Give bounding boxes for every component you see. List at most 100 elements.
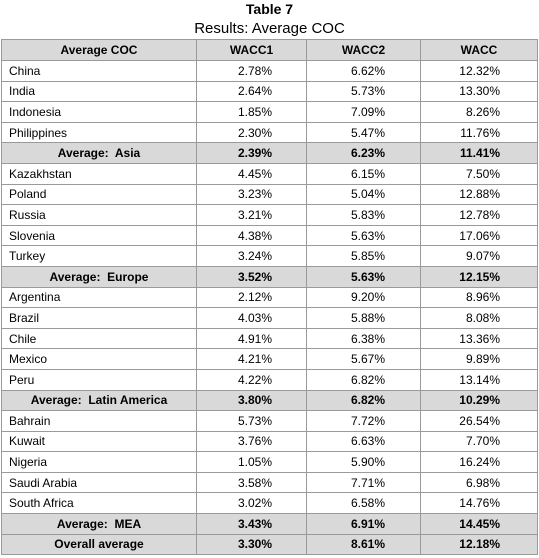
summary-row: Average: MEA 3.43% 6.91% 14.45% bbox=[1, 513, 538, 535]
data-row: Brazil 4.03% 5.88% 8.08% bbox=[1, 307, 538, 329]
row-label: Average: Europe bbox=[1, 265, 197, 288]
value-cell: 3.43% bbox=[196, 513, 307, 535]
value-cell: 5.04% bbox=[306, 183, 421, 206]
row-label: Kazakhstan bbox=[1, 162, 197, 185]
value-cell: 6.62% bbox=[306, 60, 421, 82]
value-cell: 13.36% bbox=[420, 327, 538, 350]
value-cell: 7.70% bbox=[420, 430, 538, 453]
data-row: India 2.64% 5.73% 13.30% bbox=[1, 80, 538, 103]
value-cell: 4.38% bbox=[196, 224, 307, 247]
value-cell: 3.23% bbox=[196, 183, 307, 206]
value-cell: 8.26% bbox=[420, 101, 538, 123]
value-cell: 6.91% bbox=[306, 513, 421, 535]
header-cell: WACC2 bbox=[306, 39, 421, 61]
value-cell: 3.21% bbox=[196, 204, 307, 226]
value-cell: 2.64% bbox=[196, 80, 307, 103]
value-cell: 12.88% bbox=[420, 183, 538, 206]
row-label: China bbox=[1, 60, 197, 82]
value-cell: 3.30% bbox=[196, 533, 307, 556]
value-cell: 17.06% bbox=[420, 224, 538, 247]
data-row: China 2.78% 6.62% 12.32% bbox=[1, 60, 538, 82]
value-cell: 7.50% bbox=[420, 162, 538, 185]
value-cell: 4.21% bbox=[196, 348, 307, 370]
row-label: Average: MEA bbox=[1, 513, 197, 535]
value-cell: 11.41% bbox=[420, 142, 538, 164]
value-cell: 5.90% bbox=[306, 451, 421, 473]
row-label: Poland bbox=[1, 183, 197, 206]
data-row: South Africa 3.02% 6.58% 14.76% bbox=[1, 492, 538, 515]
value-cell: 16.24% bbox=[420, 451, 538, 473]
row-label: India bbox=[1, 80, 197, 103]
value-cell: 8.61% bbox=[306, 533, 421, 556]
data-row: Argentina 2.12% 9.20% 8.96% bbox=[1, 286, 538, 309]
table-title: Table 7 bbox=[245, 1, 294, 17]
data-row: Nigeria 1.05% 5.90% 16.24% bbox=[1, 451, 538, 473]
value-cell: 12.32% bbox=[420, 60, 538, 82]
value-cell: 6.98% bbox=[420, 471, 538, 494]
value-cell: 3.58% bbox=[196, 471, 307, 494]
row-label: Nigeria bbox=[1, 451, 197, 473]
value-cell: 14.45% bbox=[420, 513, 538, 535]
row-label: Russia bbox=[1, 204, 197, 226]
header-cell: Average COC bbox=[1, 39, 197, 61]
row-label: Argentina bbox=[1, 286, 197, 309]
row-label: Peru bbox=[1, 368, 197, 391]
value-cell: 12.15% bbox=[420, 265, 538, 288]
value-cell: 12.78% bbox=[420, 204, 538, 226]
value-cell: 7.72% bbox=[306, 410, 421, 432]
summary-row: Average: Latin America 3.80% 6.82% 10.29% bbox=[1, 389, 538, 412]
value-cell: 5.88% bbox=[306, 307, 421, 329]
value-cell: 4.22% bbox=[196, 368, 307, 391]
summary-row: Overall average 3.30% 8.61% 12.18% bbox=[1, 533, 538, 556]
value-cell: 26.54% bbox=[420, 410, 538, 432]
row-label: Overall average bbox=[1, 533, 197, 556]
value-cell: 6.82% bbox=[306, 368, 421, 391]
row-label: Average: Asia bbox=[1, 142, 197, 164]
data-row: Mexico 4.21% 5.67% 9.89% bbox=[1, 348, 538, 370]
value-cell: 5.83% bbox=[306, 204, 421, 226]
value-cell: 3.76% bbox=[196, 430, 307, 453]
summary-row: Average: Asia 2.39% 6.23% 11.41% bbox=[1, 142, 538, 164]
value-cell: 6.63% bbox=[306, 430, 421, 453]
value-cell: 6.15% bbox=[306, 162, 421, 185]
value-cell: 5.73% bbox=[196, 410, 307, 432]
value-cell: 6.23% bbox=[306, 142, 421, 164]
value-cell: 13.30% bbox=[420, 80, 538, 103]
header-cell: WACC1 bbox=[196, 39, 307, 61]
results-table: Average COC WACC1 WACC2 WACC China 2.78% 6.62… bbox=[1, 39, 538, 556]
row-label: Philippines bbox=[1, 121, 197, 144]
row-label: Brazil bbox=[1, 307, 197, 329]
value-cell: 2.30% bbox=[196, 121, 307, 144]
value-cell: 7.09% bbox=[306, 101, 421, 123]
value-cell: 5.85% bbox=[306, 245, 421, 267]
value-cell: 4.91% bbox=[196, 327, 307, 350]
row-label: Saudi Arabia bbox=[1, 471, 197, 494]
value-cell: 5.73% bbox=[306, 80, 421, 103]
data-row: Turkey 3.24% 5.85% 9.07% bbox=[1, 245, 538, 267]
value-cell: 1.85% bbox=[196, 101, 307, 123]
row-label: Bahrain bbox=[1, 410, 197, 432]
value-cell: 13.14% bbox=[420, 368, 538, 391]
value-cell: 8.08% bbox=[420, 307, 538, 329]
value-cell: 5.63% bbox=[306, 265, 421, 288]
value-cell: 4.45% bbox=[196, 162, 307, 185]
data-row: Russia 3.21% 5.83% 12.78% bbox=[1, 204, 538, 226]
value-cell: 11.76% bbox=[420, 121, 538, 144]
value-cell: 6.82% bbox=[306, 389, 421, 412]
data-row: Indonesia 1.85% 7.09% 8.26% bbox=[1, 101, 538, 123]
value-cell: 3.24% bbox=[196, 245, 307, 267]
value-cell: 14.76% bbox=[420, 492, 538, 515]
data-row: Saudi Arabia 3.58% 7.71% 6.98% bbox=[1, 471, 538, 494]
value-cell: 12.18% bbox=[420, 533, 538, 556]
value-cell: 10.29% bbox=[420, 389, 538, 412]
value-cell: 1.05% bbox=[196, 451, 307, 473]
value-cell: 2.39% bbox=[196, 142, 307, 164]
summary-row: Average: Europe 3.52% 5.63% 12.15% bbox=[1, 265, 538, 288]
value-cell: 5.63% bbox=[306, 224, 421, 247]
data-row: Poland 3.23% 5.04% 12.88% bbox=[1, 183, 538, 206]
row-label: Average: Latin America bbox=[1, 389, 197, 412]
value-cell: 2.78% bbox=[196, 60, 307, 82]
data-row: Bahrain 5.73% 7.72% 26.54% bbox=[1, 410, 538, 432]
value-cell: 9.07% bbox=[420, 245, 538, 267]
